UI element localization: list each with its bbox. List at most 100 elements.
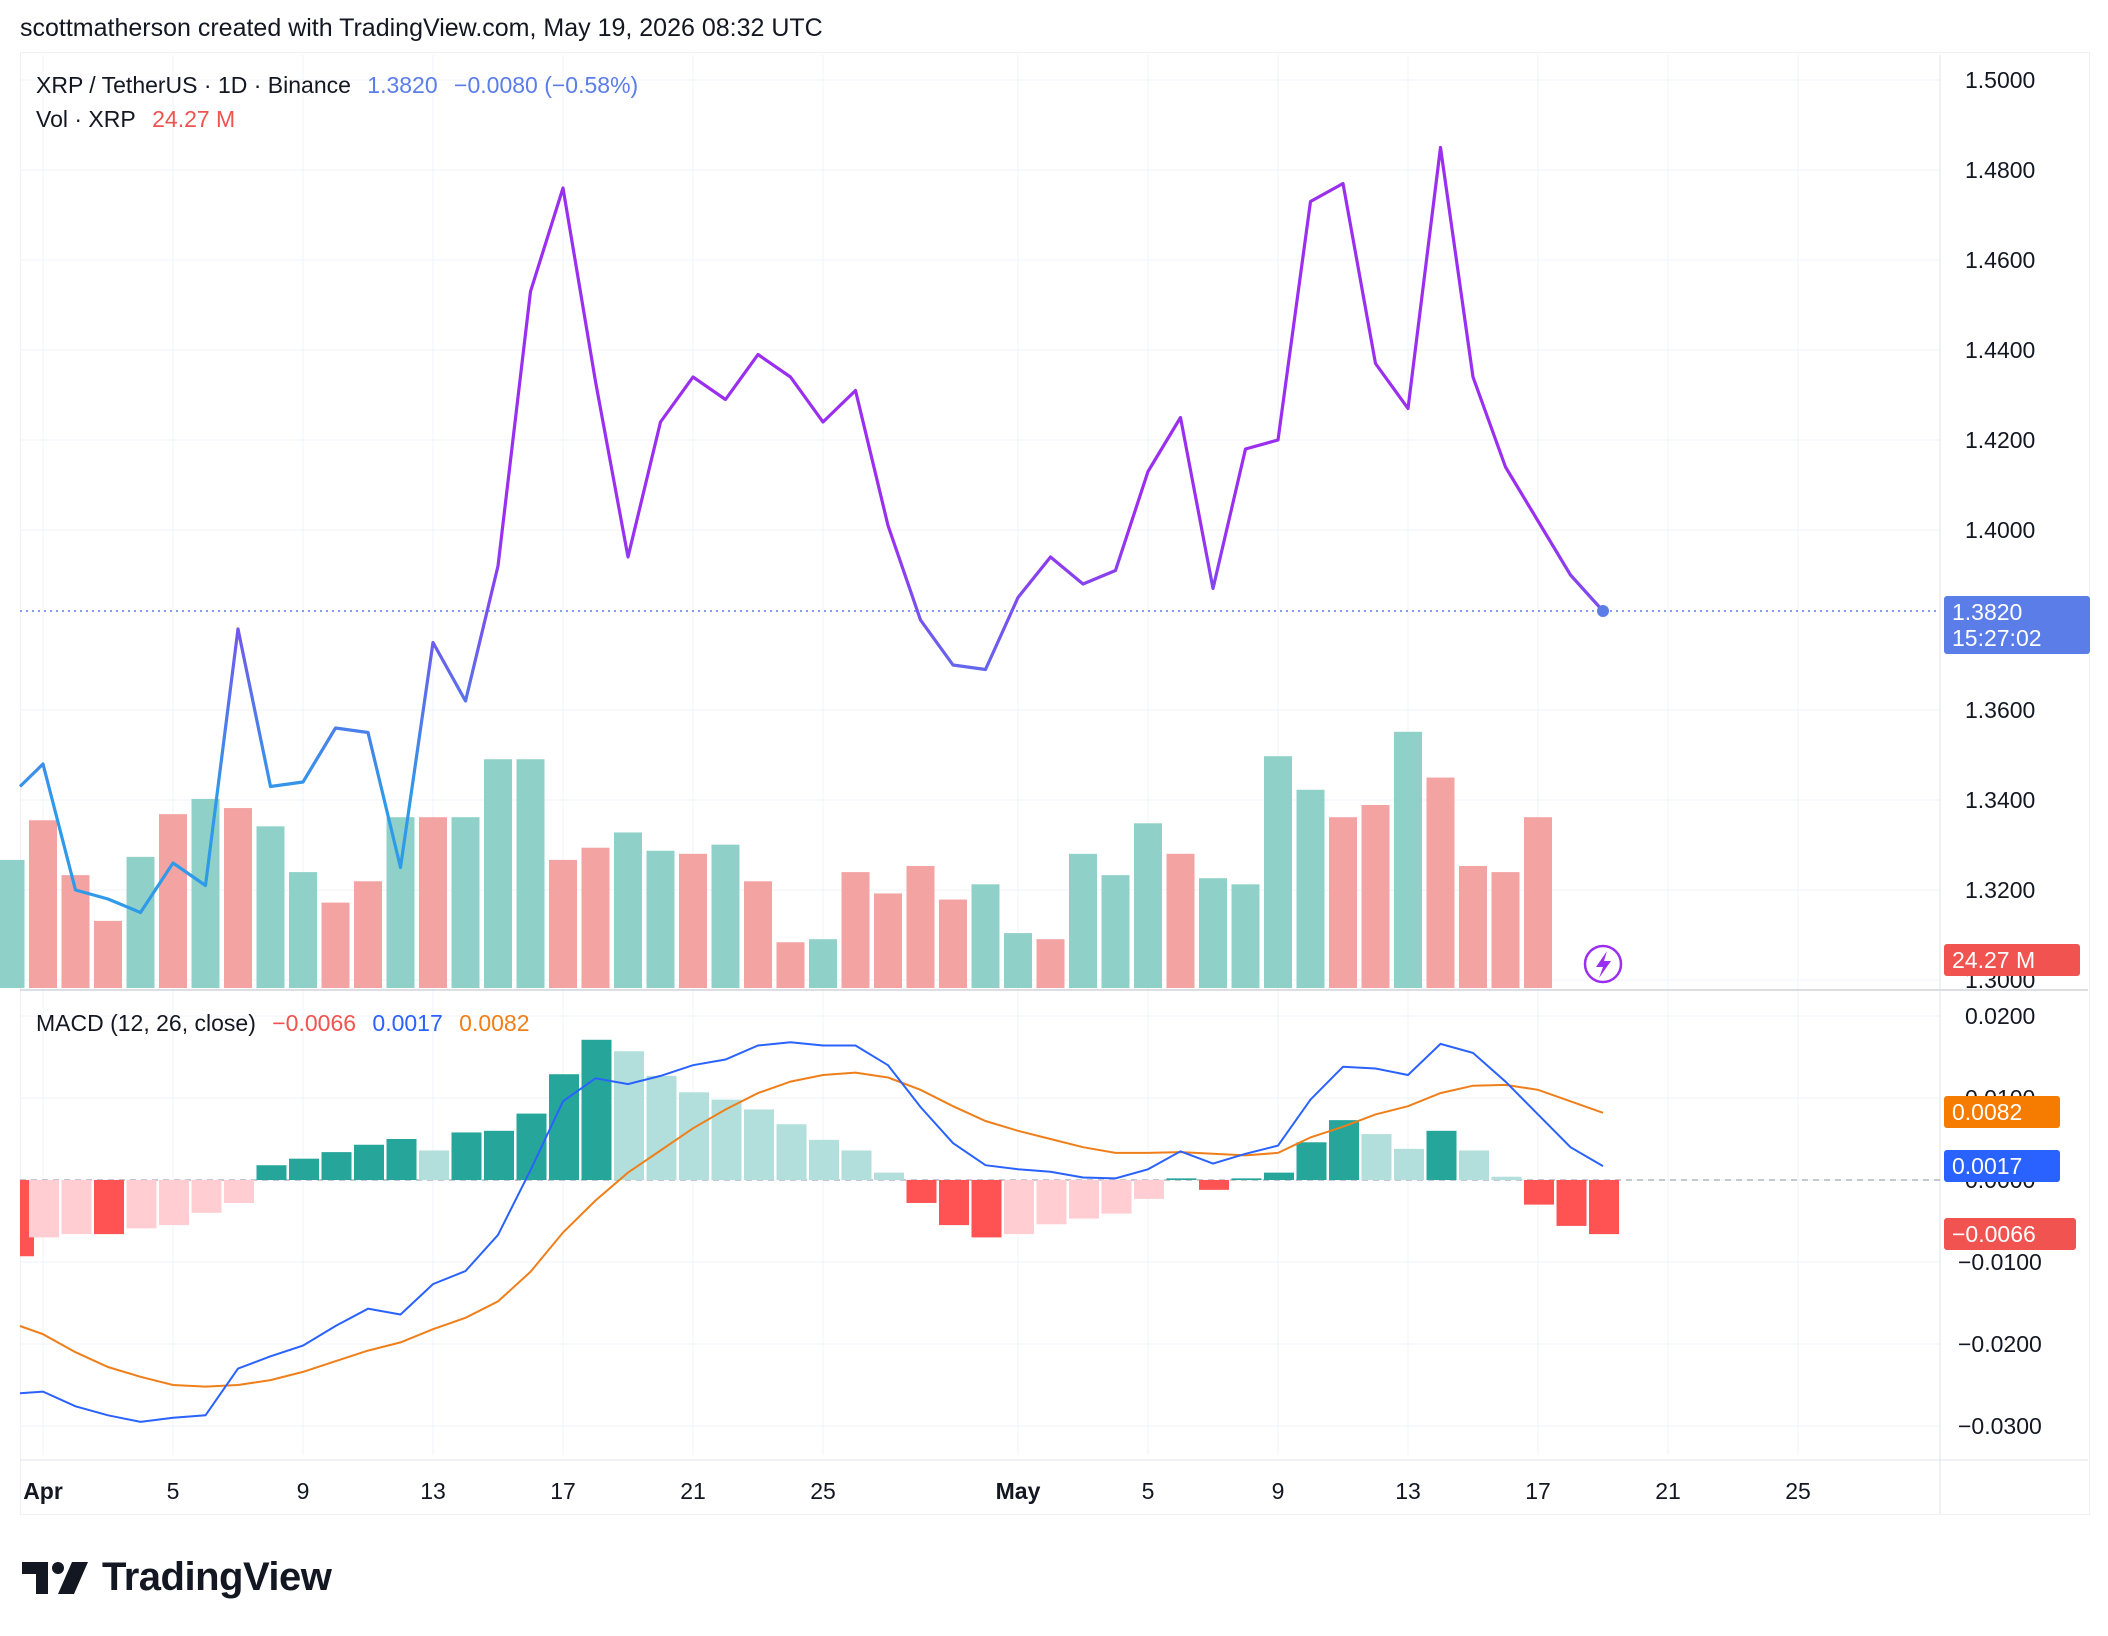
countdown-value: 15:27:02 <box>1952 625 2042 651</box>
macd-line-value: 0.0017 <box>372 1010 443 1036</box>
volume-bar <box>289 872 317 988</box>
volume-bar <box>549 859 577 988</box>
signal-line <box>19 1071 1604 1388</box>
histogram-bar <box>776 1124 807 1180</box>
volume-bar <box>1426 777 1455 988</box>
volume-bar <box>744 881 772 988</box>
volume-bar <box>224 808 252 988</box>
histogram-bar <box>256 1165 287 1180</box>
lightning-icon-bolt <box>1596 951 1611 978</box>
histogram-bar <box>1459 1150 1489 1180</box>
price-axis-label: 1.3200 <box>1965 877 2035 903</box>
macd-line <box>19 1041 1604 1423</box>
time-axis-label: 13 <box>1395 1478 1421 1504</box>
histogram-bar <box>386 1139 417 1180</box>
volume-bar <box>646 850 675 988</box>
macd-tag: 0.0017 <box>1944 1150 2060 1182</box>
last-price: 1.3820 <box>367 72 438 98</box>
time-axis-label: 25 <box>1785 1478 1811 1504</box>
histogram-bar <box>1004 1180 1034 1235</box>
histogram-bar <box>581 1039 612 1180</box>
symbol-label: XRP / TetherUS · 1D · Binance <box>36 72 351 98</box>
volume-bar <box>809 939 837 988</box>
volume-bar <box>484 759 512 988</box>
histogram-bar <box>1069 1180 1099 1219</box>
volume-bar <box>679 853 707 988</box>
volume-bar <box>516 759 545 988</box>
histogram-bar <box>1556 1180 1587 1226</box>
histogram-bar <box>1589 1180 1619 1235</box>
histogram-bar <box>1231 1178 1262 1180</box>
price-axis-label: 1.4200 <box>1965 427 2035 453</box>
volume-bar <box>939 899 967 988</box>
histogram-bar <box>841 1150 872 1180</box>
histogram-bar <box>874 1172 904 1180</box>
macd-legend: MACD (12, 26, close) −0.0066 0.0017 0.00… <box>36 1010 540 1037</box>
histogram-bar <box>29 1180 59 1238</box>
volume-bar <box>354 881 382 988</box>
price-axis-label: 1.5000 <box>1965 67 2035 93</box>
histogram-bar <box>354 1144 384 1180</box>
price-tag: 1.3820 15:27:02 <box>1944 596 2090 654</box>
histogram-bar <box>744 1109 774 1180</box>
histogram-bar <box>191 1180 222 1213</box>
volume-bar <box>1036 939 1065 988</box>
volume-bar <box>1069 853 1097 988</box>
macd-label: MACD (12, 26, close) <box>36 1010 256 1036</box>
macd-axis-label: −0.0300 <box>1958 1413 2042 1439</box>
time-axis-label: 9 <box>1272 1478 1285 1504</box>
time-axis-label: Apr <box>23 1478 63 1504</box>
volume-bar <box>159 814 187 988</box>
volume-bar <box>1459 866 1487 988</box>
macd-histogram <box>20 1039 1940 1257</box>
time-axis-label: 21 <box>1655 1478 1681 1504</box>
time-axis-label: 13 <box>420 1478 446 1504</box>
macd-axis-label: 0.0200 <box>1965 1003 2035 1029</box>
logo-wordmark: TradingView <box>102 1555 332 1599</box>
price-axis-label: 1.4000 <box>1965 517 2035 543</box>
histogram-bar <box>126 1180 157 1229</box>
histogram-bar <box>646 1075 677 1180</box>
tradingview-logo-icon <box>22 1561 88 1594</box>
volume-label: Vol · XRP <box>36 106 136 132</box>
macd-signal-value: 0.0082 <box>459 1010 530 1036</box>
volume-bar <box>1361 805 1390 988</box>
last-price-dot <box>1597 605 1609 617</box>
volume-bar <box>29 820 57 988</box>
time-axis-label: May <box>996 1478 1041 1504</box>
histogram-bar <box>1101 1180 1132 1214</box>
time-axis-label: 5 <box>167 1478 180 1504</box>
histogram-bar <box>549 1074 579 1180</box>
time-axis-label: 21 <box>680 1478 706 1504</box>
signal-tag: 0.0082 <box>1944 1096 2060 1128</box>
volume-bar <box>1491 872 1520 988</box>
volume-bar <box>1101 875 1130 988</box>
macd-hist-value: −0.0066 <box>272 1010 357 1036</box>
tradingview-logo[interactable]: TradingView <box>22 1555 332 1600</box>
volume-bar <box>1004 933 1032 988</box>
price-change: −0.0080 (−0.58%) <box>454 72 639 98</box>
volume-bar <box>191 798 220 988</box>
histogram-bar <box>419 1150 449 1180</box>
volume-tag: 24.27 M <box>1944 944 2080 976</box>
histogram-bar <box>906 1180 937 1203</box>
histogram-bar <box>1166 1178 1197 1180</box>
histogram-tag: −0.0066 <box>1944 1218 2076 1250</box>
price-tag-value: 1.3820 <box>1952 599 2023 625</box>
volume-bar <box>841 872 870 988</box>
histogram-bar <box>1036 1180 1067 1225</box>
volume-bar <box>0 859 25 988</box>
histogram-bar <box>289 1158 319 1180</box>
histogram-bar <box>1264 1172 1294 1180</box>
histogram-bar <box>61 1180 92 1235</box>
volume-bar <box>1166 853 1195 988</box>
time-axis-label: 25 <box>810 1478 836 1504</box>
volume-bar <box>906 866 935 988</box>
histogram-bar <box>1491 1176 1522 1180</box>
volume-bar <box>451 817 480 988</box>
volume-bar <box>419 817 447 988</box>
time-axis-label: 17 <box>550 1478 576 1504</box>
histogram-bar <box>614 1051 644 1180</box>
histogram-bar <box>224 1180 254 1203</box>
